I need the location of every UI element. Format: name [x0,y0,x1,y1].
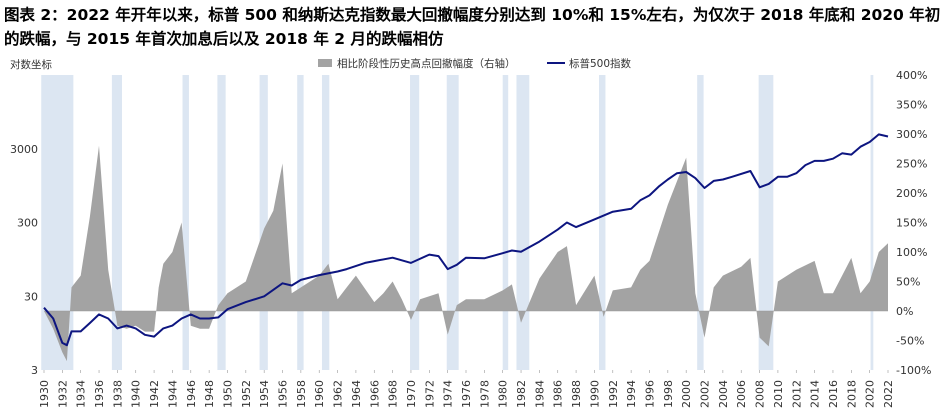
left-tick-2: 300 [17,217,38,230]
left-tick-3: 3000 [10,143,38,156]
recession-band-1 [111,75,122,370]
recession-band-2 [182,75,189,370]
recession-band-8 [446,75,459,370]
x-tick-39: 2008 [754,380,767,408]
x-tick-20: 1970 [405,380,418,408]
x-tick-1: 1932 [56,380,69,408]
x-tick-21: 1972 [423,380,436,408]
x-tick-5: 1940 [130,380,143,408]
x-tick-22: 1974 [442,380,455,408]
legend: 相比阶段性历史高点回撤幅度（右轴） 标普500指数 [318,57,632,70]
x-tick-9: 1948 [203,380,216,408]
x-tick-6: 1942 [148,380,161,408]
x-tick-41: 2012 [790,380,803,408]
right-axis: 400% 350% 300% 250% 200% 150% 100% 50% 0% -50% -10… [896,69,931,377]
x-tick-14: 1958 [295,380,308,408]
x-tick-17: 1964 [350,380,363,408]
right-tick-0: 400% [896,69,927,82]
x-tick-12: 1954 [258,380,271,408]
x-tick-13: 1956 [277,380,290,408]
right-tick-5: 150% [896,217,927,230]
left-axis-label: 对数坐标 [10,58,52,71]
sp500-line [43,133,889,347]
recession-band-14 [870,75,874,370]
x-tick-32: 1994 [625,380,638,408]
x-tick-3: 1936 [93,380,106,408]
recession-band-4 [259,75,268,370]
recession-band-11 [599,75,606,370]
x-tick-19: 1968 [387,380,400,408]
right-tick-1: 350% [896,99,927,112]
x-tick-46: 2022 [882,380,895,408]
x-tick-26: 1982 [515,380,528,408]
x-tick-36: 2002 [699,380,712,408]
x-tick-30: 1990 [588,380,601,408]
x-tick-33: 1996 [643,380,656,408]
x-tick-7: 1944 [166,380,179,408]
right-tick-9: -50% [896,335,924,348]
left-axis: 3 30 300 3000 [10,143,38,377]
x-tick-2: 1934 [75,380,88,408]
chart-title: 图表 2：2022 年开年以来，标普 500 和纳斯达克指数最大回撤幅度分别达到… [4,6,941,48]
recession-band-13 [758,75,774,370]
drawdown-area [44,145,888,362]
right-tick-10: -100% [896,364,931,377]
x-tick-15: 1960 [313,380,326,408]
recession-band-12 [697,75,704,370]
x-tick-37: 2004 [717,380,730,408]
x-tick-27: 1984 [533,380,546,408]
x-tick-8: 1946 [185,380,198,408]
x-tick-18: 1966 [368,380,381,408]
x-tick-28: 1986 [552,380,565,408]
right-tick-3: 250% [896,158,927,171]
x-tick-34: 1998 [662,380,675,408]
recession-band-6 [321,75,330,370]
x-tick-0: 1930 [38,380,51,408]
sp500-line-layer [43,133,889,347]
x-tick-40: 2010 [772,380,785,408]
x-tick-4: 1938 [111,380,124,408]
legend-drawdown-label: 相比阶段性历史高点回撤幅度（右轴） [337,57,516,70]
recession-band-3 [217,75,226,370]
recession-band-10 [516,75,530,370]
right-tick-7: 50% [896,276,920,289]
recession-band-9 [502,75,509,370]
x-tick-11: 1952 [240,380,253,408]
x-tick-29: 1988 [570,380,583,408]
left-tick-0: 3 [31,364,38,377]
recession-band-5 [297,75,304,370]
left-tick-1: 30 [24,290,38,303]
right-tick-2: 300% [896,128,927,141]
x-tick-23: 1976 [460,380,473,408]
recession-band-7 [410,75,420,370]
x-tick-38: 2006 [735,380,748,408]
x-tick-25: 1980 [497,380,510,408]
recession-bands [41,75,874,370]
right-tick-8: 0% [896,305,913,318]
x-tick-44: 2018 [845,380,858,408]
x-tick-24: 1978 [478,380,491,408]
x-tick-43: 2016 [827,380,840,408]
legend-sp500-label: 标普500指数 [569,57,632,70]
x-tick-35: 2000 [680,380,693,408]
right-tick-6: 100% [896,246,927,259]
x-tick-10: 1950 [221,380,234,408]
x-tick-45: 2020 [864,380,877,408]
right-tick-4: 200% [896,187,927,200]
x-tick-31: 1992 [607,380,620,408]
drawdown-area-layer [44,145,888,362]
x-tick-16: 1962 [332,380,345,408]
x-tick-42: 2014 [809,380,822,408]
x-axis: 1930 1932 1934 1936 1938 1940 1942 1944 1946 1948… [38,370,895,408]
legend-drawdown-swatch [318,59,332,67]
